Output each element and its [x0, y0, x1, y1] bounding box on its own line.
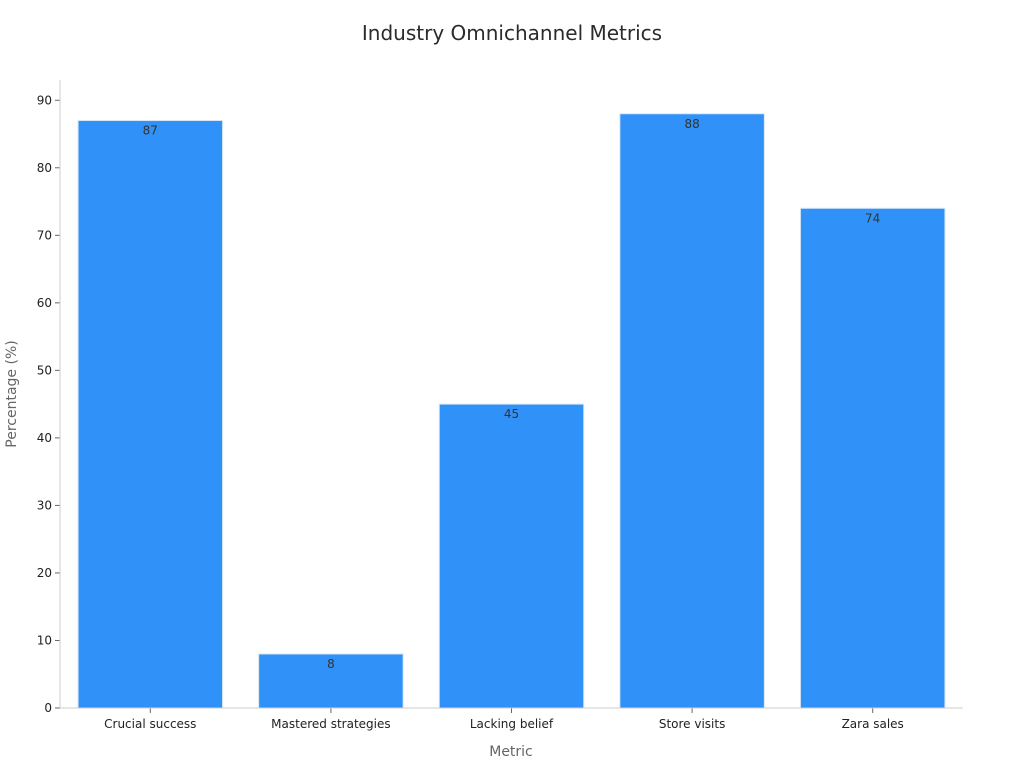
bar-value-label: 8: [327, 657, 335, 671]
x-tick-label: Mastered strategies: [271, 717, 390, 731]
bar-value-label: 87: [143, 124, 158, 138]
y-tick-label: 20: [37, 566, 52, 580]
bar-value-label: 45: [504, 407, 519, 421]
bar: [799, 207, 946, 709]
y-tick-label: 80: [37, 161, 52, 175]
y-tick-label: 60: [37, 296, 52, 310]
y-tick-label: 40: [37, 431, 52, 445]
bar: [77, 120, 224, 709]
chart-title: Industry Omnichannel Metrics: [362, 21, 662, 45]
y-tick-label: 0: [44, 701, 52, 715]
y-axis-title: Percentage (%): [4, 340, 20, 447]
y-tick-label: 10: [37, 633, 52, 647]
data-labels: 87 8 45 88 74: [143, 117, 881, 671]
y-axis: 0 10 20 30 40 50 60 70 80 90: [37, 93, 60, 715]
y-tick-label: 90: [37, 93, 52, 107]
x-axis: Crucial success Mastered strategies Lackin…: [104, 708, 904, 731]
bar: [438, 403, 585, 709]
bar-value-label: 88: [684, 117, 699, 131]
x-tick-label: Lacking belief: [470, 717, 554, 731]
x-axis-title: Metric: [489, 744, 533, 760]
bar-value-label: 74: [865, 211, 880, 225]
bar: [619, 113, 765, 709]
bar: [258, 653, 404, 709]
x-tick-label: Store visits: [659, 717, 726, 731]
y-tick-label: 50: [37, 363, 52, 377]
x-tick-label: Zara sales: [842, 717, 904, 731]
x-tick-label: Crucial success: [104, 717, 196, 731]
y-tick-label: 70: [37, 228, 52, 242]
y-tick-label: 30: [37, 498, 52, 512]
